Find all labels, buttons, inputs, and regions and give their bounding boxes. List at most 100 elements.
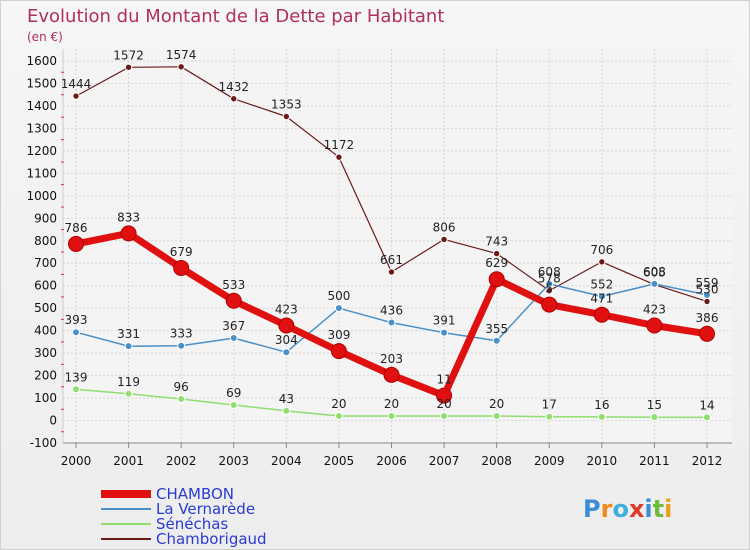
data-point-chamborigaud (72, 92, 80, 100)
x-tick-label: 2012 (692, 454, 723, 468)
data-point-senechas (440, 412, 449, 421)
data-point-chambon (68, 235, 84, 252)
data-label-la-vernarede: 333 (170, 327, 193, 341)
data-label-senechas: 69 (226, 386, 241, 400)
data-point-chambon (383, 366, 400, 383)
data-point-chambon (330, 343, 347, 360)
data-point-chambon (541, 296, 558, 313)
data-label-senechas: 43 (279, 392, 294, 406)
data-label-chamborigaud: 605 (643, 266, 666, 280)
data-point-la-vernarede (650, 279, 659, 288)
legend-label-la-vernarede: La Vernarède (156, 500, 255, 518)
chart-subtitle: (en €) (27, 30, 63, 44)
brand-logo: Proxiti (583, 495, 672, 523)
y-tick-label: 200 (34, 369, 57, 383)
data-point-la-vernarede (545, 279, 554, 288)
data-label-chambon: 423 (643, 302, 666, 316)
data-label-chambon: 203 (380, 352, 403, 366)
data-label-la-vernarede: 608 (643, 265, 666, 279)
y-tick-label: 900 (34, 211, 57, 225)
data-point-senechas (334, 412, 343, 421)
data-point-senechas (492, 412, 501, 421)
x-tick-label: 2005 (324, 454, 355, 468)
data-point-la-vernarede (72, 328, 80, 337)
chart-title: Evolution du Montant de la Dette par Hab… (27, 6, 444, 27)
data-label-chamborigaud: 1444 (61, 77, 92, 91)
data-point-senechas (650, 413, 659, 422)
data-point-la-vernarede (492, 336, 501, 345)
data-label-chambon: 786 (65, 221, 88, 235)
y-tick-label: 700 (34, 256, 57, 270)
data-label-la-vernarede: 391 (433, 314, 456, 328)
data-point-chamborigaud (598, 258, 606, 266)
x-tick-label: 2009 (534, 454, 565, 468)
axis-layer: -100 0 100 200 300 400 500 600 700 800 900 1000 1100… (26, 49, 732, 468)
brand-letter: o (612, 495, 629, 523)
x-tick-label: 2008 (481, 454, 512, 468)
data-point-senechas (124, 389, 133, 398)
data-point-senechas (282, 406, 291, 415)
legend-label-senechas: Sénéchas (156, 515, 228, 533)
data-point-chambon (646, 317, 663, 334)
x-tick-label: 2011 (639, 454, 670, 468)
brand-text: Proxiti (583, 495, 672, 523)
x-tick-label: 2003 (218, 454, 249, 468)
x-tick-label: 2001 (113, 454, 144, 468)
data-label-senechas: 15 (647, 398, 662, 412)
data-label-chamborigaud: 1432 (218, 80, 249, 94)
data-label-chambon: 629 (485, 256, 508, 270)
data-label-chambon: 471 (590, 292, 613, 306)
data-label-la-vernarede: 393 (65, 313, 88, 327)
legend-label-chambon: CHAMBON (156, 485, 234, 503)
data-label-chamborigaud: 1572 (113, 48, 144, 62)
data-label-chamborigaud: 1574 (166, 48, 197, 62)
y-tick-label: 500 (34, 301, 57, 315)
data-label-senechas: 119 (117, 375, 140, 389)
y-tick-label: 600 (34, 279, 57, 293)
data-point-senechas (597, 412, 606, 421)
brand-letter: i (664, 495, 672, 523)
brand-letter: t (653, 495, 664, 523)
x-tick-label: 2007 (429, 454, 460, 468)
data-label-senechas: 20 (436, 397, 451, 411)
data-point-chambon (436, 387, 453, 404)
data-label-chambon: 11 (436, 373, 451, 387)
x-tick-label: 2000 (61, 454, 92, 468)
x-tick-label: 2002 (166, 454, 197, 468)
data-label-senechas: 20 (384, 397, 399, 411)
data-point-chamborigaud (124, 63, 133, 71)
data-label-senechas: 14 (699, 398, 714, 412)
data-point-chamborigaud (230, 95, 238, 103)
data-point-chambon (699, 325, 715, 342)
label-layer: 1444 1572 1574 1432 1353 1172 661 806 743 578 706 6… (61, 48, 719, 413)
y-tick-label: 1200 (26, 144, 57, 158)
data-point-chambon (488, 271, 505, 288)
data-point-chamborigaud (492, 249, 501, 258)
data-label-la-vernarede: 355 (485, 322, 508, 336)
data-label-chambon: 833 (117, 210, 140, 224)
y-tick-label: 1300 (26, 121, 57, 135)
y-tick-label: 1600 (26, 54, 57, 68)
data-point-chambon (278, 317, 295, 334)
data-label-chambon: 679 (170, 245, 193, 259)
data-label-chamborigaud: 1353 (271, 98, 302, 112)
y-tick-label: -100 (30, 436, 57, 450)
data-label-chamborigaud: 578 (538, 272, 561, 286)
data-label-senechas: 139 (65, 370, 88, 384)
data-point-la-vernarede (177, 341, 186, 350)
data-label-la-vernarede: 608 (538, 265, 561, 279)
data-point-chamborigaud (335, 153, 343, 161)
data-label-senechas: 20 (489, 397, 504, 411)
data-point-la-vernarede (334, 304, 343, 313)
data-point-la-vernarede (440, 328, 449, 337)
brand-letter: i (644, 495, 652, 523)
y-tick-label: 1400 (26, 99, 57, 113)
x-tick-label: 2006 (376, 454, 407, 468)
data-label-la-vernarede: 500 (327, 289, 350, 303)
y-tick-label: 1500 (26, 76, 57, 90)
data-point-la-vernarede (124, 342, 133, 351)
data-point-la-vernarede (597, 292, 606, 301)
